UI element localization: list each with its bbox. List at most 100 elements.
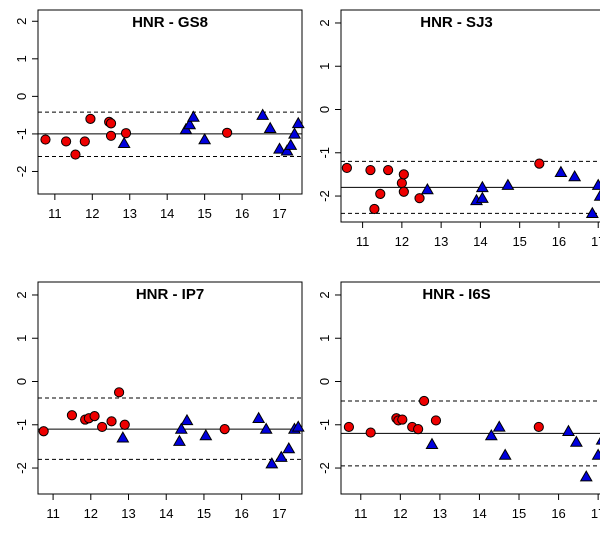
- x-tick-label: 12: [85, 206, 99, 221]
- x-tick-label: 12: [84, 506, 98, 521]
- data-point-triangle: [492, 420, 506, 432]
- y-tick-label: 0: [317, 106, 332, 113]
- x-tick-label: 15: [197, 506, 211, 521]
- y-tick-label: -1: [14, 419, 29, 431]
- data-point-circle: [365, 164, 376, 176]
- data-point-circle: [222, 127, 233, 138]
- data-point-circle: [85, 113, 96, 124]
- data-point-circle: [397, 414, 408, 425]
- data-point-circle: [413, 424, 424, 435]
- x-tick-label: 14: [473, 234, 487, 249]
- y-tick-label: 0: [14, 93, 29, 100]
- data-point-circle: [533, 421, 544, 433]
- y-tick-label: 0: [317, 378, 332, 385]
- data-point-circle: [89, 411, 100, 422]
- data-point-circle: [414, 193, 425, 204]
- y-tick-label: 2: [317, 19, 332, 26]
- data-point-circle: [97, 421, 108, 433]
- y-tick-label: -2: [317, 190, 332, 202]
- y-tick-label: -2: [14, 166, 29, 178]
- data-point-circle: [106, 416, 117, 427]
- data-point-triangle: [282, 441, 296, 454]
- data-point-triangle: [256, 108, 270, 120]
- x-tick-label: 17: [591, 234, 600, 249]
- panel-title: HNR - IP7: [136, 286, 204, 303]
- y-tick-label: 0: [14, 378, 29, 385]
- data-point-triangle: [186, 110, 200, 122]
- data-point-circle: [365, 427, 376, 438]
- plot-frame: [340, 281, 600, 495]
- data-point-triangle: [198, 132, 212, 145]
- data-point-circle: [119, 419, 130, 430]
- x-tick-label: 11: [48, 206, 62, 221]
- x-tick-label: 14: [160, 206, 174, 221]
- plot-frame: [37, 9, 303, 195]
- y-tick-label: 1: [317, 63, 332, 70]
- plot-frame: [340, 9, 600, 223]
- data-point-circle: [398, 186, 409, 197]
- x-tick-label: 16: [551, 506, 565, 521]
- data-point-circle: [396, 177, 407, 189]
- data-point-circle: [105, 130, 117, 141]
- data-point-triangle: [280, 144, 294, 156]
- data-point-triangle: [180, 413, 194, 426]
- data-point-triangle: [475, 191, 489, 203]
- data-point-circle: [341, 162, 352, 174]
- data-point-triangle: [569, 435, 583, 447]
- data-point-triangle: [420, 182, 434, 195]
- data-point-circle: [375, 188, 386, 199]
- data-point-circle: [70, 149, 81, 160]
- data-point-triangle: [425, 437, 439, 449]
- data-point-triangle: [562, 424, 575, 436]
- data-point-triangle: [252, 411, 266, 423]
- data-point-triangle: [259, 422, 273, 434]
- data-point-circle: [120, 128, 132, 139]
- plot-frame: [37, 281, 303, 495]
- x-tick-label: 11: [356, 234, 370, 249]
- data-point-triangle: [273, 142, 286, 154]
- y-tick-label: -1: [14, 128, 29, 140]
- x-tick-label: 16: [234, 506, 248, 521]
- y-tick-label: 2: [14, 291, 29, 298]
- data-point-triangle: [174, 422, 188, 434]
- data-point-circle: [430, 415, 442, 426]
- data-point-triangle: [498, 448, 512, 460]
- x-tick-label: 16: [552, 234, 566, 249]
- data-point-triangle: [199, 428, 213, 441]
- data-point-circle: [383, 164, 394, 176]
- data-point-triangle: [117, 136, 131, 149]
- data-point-circle: [343, 421, 355, 433]
- data-point-triangle: [475, 180, 489, 193]
- x-tick-label: 15: [197, 206, 211, 221]
- data-point-triangle: [116, 431, 130, 443]
- x-tick-label: 13: [123, 206, 137, 221]
- data-point-triangle: [291, 420, 305, 432]
- x-tick-label: 15: [512, 234, 526, 249]
- data-point-triangle: [579, 470, 593, 482]
- x-tick-label: 13: [434, 234, 448, 249]
- x-tick-label: 12: [393, 506, 407, 521]
- y-tick-label: 1: [317, 335, 332, 342]
- data-point-triangle: [568, 169, 582, 182]
- data-point-circle: [418, 395, 430, 407]
- x-tick-label: 15: [512, 506, 526, 521]
- panel-title: HNR - SJ3: [420, 14, 493, 31]
- data-point-triangle: [284, 138, 298, 150]
- data-point-triangle: [172, 434, 186, 446]
- data-point-circle: [40, 134, 51, 145]
- y-tick-label: 2: [317, 291, 332, 298]
- y-tick-label: -1: [317, 147, 332, 159]
- x-tick-label: 13: [433, 506, 447, 521]
- data-point-circle: [60, 136, 72, 147]
- panel-title: HNR - GS8: [132, 14, 208, 31]
- x-tick-label: 14: [159, 506, 173, 521]
- data-point-triangle: [595, 436, 600, 445]
- y-tick-label: -2: [317, 462, 332, 474]
- data-point-circle: [219, 424, 230, 435]
- x-tick-label: 16: [235, 206, 249, 221]
- data-point-triangle: [593, 189, 600, 201]
